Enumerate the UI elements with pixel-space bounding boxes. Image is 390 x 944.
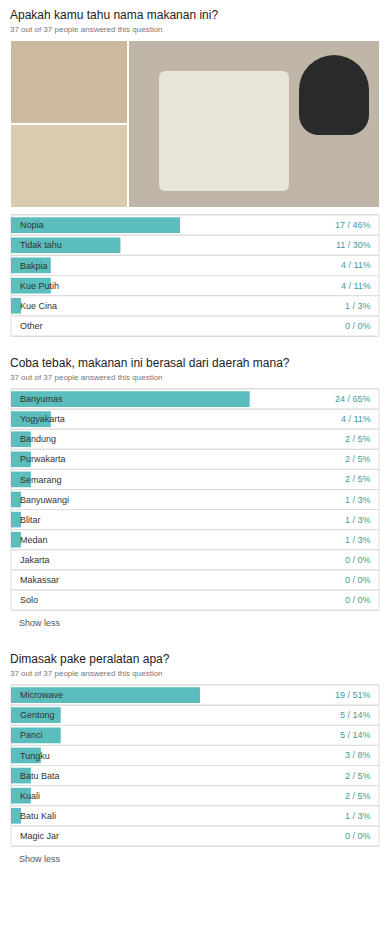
svg-text:2 / 5%: 2 / 5% — [345, 454, 371, 464]
html-text:Coba tebak, makanan ini berasa: Coba tebak, makanan ini berasal dari dae… — [10, 356, 290, 370]
html-text:37 out of 37 people answered t: 37 out of 37 people answered this questi… — [10, 669, 163, 678]
svg-text:2 / 5%: 2 / 5% — [345, 474, 371, 484]
svg-text:1 / 3%: 1 / 3% — [345, 495, 371, 505]
svg-text:Microwave: Microwave — [20, 690, 63, 700]
html-text:37 out of 37 people answered t: 37 out of 37 people answered this questi… — [10, 25, 163, 34]
svg-text:2 / 5%: 2 / 5% — [345, 771, 371, 781]
svg-text:3 / 8%: 3 / 8% — [345, 750, 371, 760]
svg-text:19 / 51%: 19 / 51% — [335, 690, 371, 700]
html-text:Dimasak pake peralatan apa?: Dimasak pake peralatan apa? — [10, 652, 170, 666]
svg-text:Kue Cina: Kue Cina — [20, 301, 57, 311]
svg-text:Kue Putih: Kue Putih — [20, 281, 59, 291]
svg-text:Show less: Show less — [19, 854, 61, 864]
svg-text:0 / 0%: 0 / 0% — [345, 555, 371, 565]
svg-text:Batu Kali: Batu Kali — [20, 811, 56, 821]
svg-text:Tidak tahu: Tidak tahu — [20, 240, 62, 250]
svg-text:Bakpia: Bakpia — [20, 261, 48, 271]
svg-text:4 / 11%: 4 / 11% — [341, 281, 371, 291]
svg-text:Medan: Medan — [20, 535, 48, 545]
svg-text:Purwakarta: Purwakarta — [20, 454, 66, 464]
svg-text:1 / 3%: 1 / 3% — [345, 535, 371, 545]
svg-text:5 / 14%: 5 / 14% — [340, 730, 371, 740]
svg-text:Nopia: Nopia — [20, 220, 44, 230]
svg-text:5 / 14%: 5 / 14% — [340, 710, 371, 720]
svg-text:Banyuwangi: Banyuwangi — [20, 495, 69, 505]
svg-text:Banyumas: Banyumas — [20, 394, 63, 404]
svg-text:Bandung: Bandung — [20, 434, 56, 444]
svg-text:1 / 3%: 1 / 3% — [345, 811, 371, 821]
svg-text:11 / 30%: 11 / 30% — [336, 240, 371, 250]
svg-text:0 / 0%: 0 / 0% — [345, 321, 371, 331]
svg-text:4 / 11%: 4 / 11% — [341, 414, 371, 424]
svg-text:Kuali: Kuali — [20, 791, 40, 801]
svg-text:24 / 65%: 24 / 65% — [335, 394, 371, 404]
svg-text:Makassar: Makassar — [20, 575, 59, 585]
svg-text:Blitar: Blitar — [20, 515, 41, 525]
svg-text:Semarang: Semarang — [20, 475, 62, 485]
svg-text:0 / 0%: 0 / 0% — [345, 575, 371, 585]
svg-text:2 / 5%: 2 / 5% — [345, 434, 371, 444]
svg-text:Show less: Show less — [19, 618, 61, 628]
svg-text:2 / 5%: 2 / 5% — [345, 791, 371, 801]
svg-text:4 / 11%: 4 / 11% — [341, 260, 371, 270]
svg-text:Gentong: Gentong — [20, 710, 55, 720]
html-text:37 out of 37 people answered t: 37 out of 37 people answered this questi… — [10, 373, 163, 382]
svg-text:Batu Bata: Batu Bata — [20, 771, 60, 781]
svg-text:Magic Jar: Magic Jar — [20, 831, 59, 841]
svg-text:0 / 0%: 0 / 0% — [345, 595, 371, 605]
svg-text:Yogyakarta: Yogyakarta — [20, 414, 65, 424]
svg-text:17 / 46%: 17 / 46% — [335, 220, 371, 230]
svg-text:1 / 3%: 1 / 3% — [345, 301, 371, 311]
svg-text:Solo: Solo — [20, 595, 38, 605]
svg-text:Other: Other — [20, 321, 43, 331]
svg-text:0 / 0%: 0 / 0% — [345, 831, 371, 841]
svg-text:Panci: Panci — [20, 730, 43, 740]
svg-text:1 / 3%: 1 / 3% — [345, 515, 371, 525]
svg-text:Tungku: Tungku — [20, 751, 50, 761]
html-text:Apakah kamu tahu nama makanan: Apakah kamu tahu nama makanan ini? — [10, 8, 219, 22]
svg-text:Jakarta: Jakarta — [20, 555, 50, 565]
